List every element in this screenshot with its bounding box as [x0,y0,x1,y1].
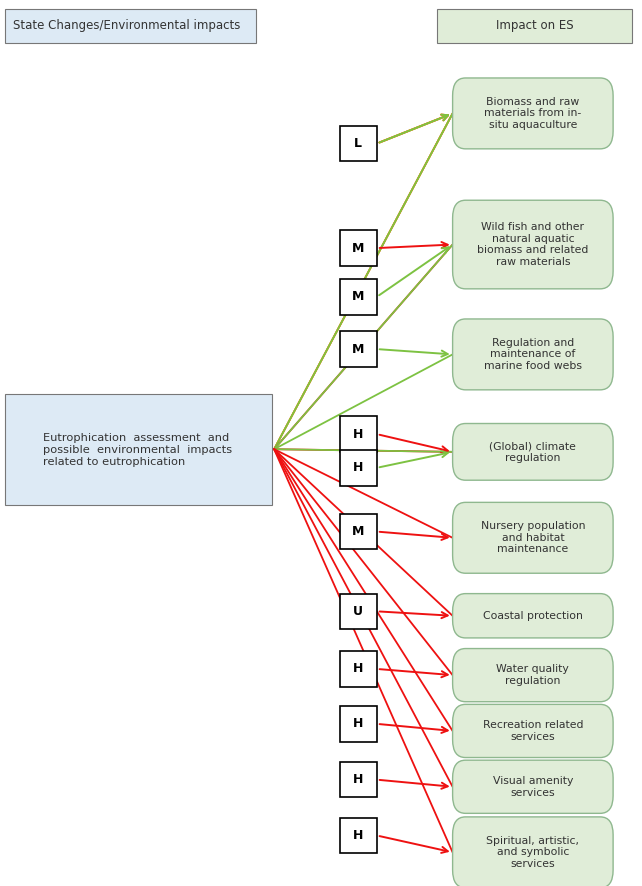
FancyBboxPatch shape [453,200,613,289]
FancyBboxPatch shape [453,649,613,702]
FancyBboxPatch shape [5,9,256,43]
FancyBboxPatch shape [453,424,613,480]
Text: Spiritual, artistic,
and symbolic
services: Spiritual, artistic, and symbolic servic… [487,835,579,869]
Text: M: M [352,291,365,303]
Text: Wild fish and other
natural aquatic
biomass and related
raw materials: Wild fish and other natural aquatic biom… [477,222,589,267]
FancyBboxPatch shape [453,704,613,758]
FancyBboxPatch shape [453,502,613,573]
Text: Regulation and
maintenance of
marine food webs: Regulation and maintenance of marine foo… [484,338,582,371]
Text: Water quality
regulation: Water quality regulation [496,664,569,686]
Text: Recreation related
services: Recreation related services [483,720,583,742]
Text: Visual amenity
services: Visual amenity services [492,776,573,797]
Text: M: M [352,525,365,538]
Text: H: H [353,829,363,842]
Text: (Global) climate
regulation: (Global) climate regulation [489,441,577,462]
Text: Impact on ES: Impact on ES [496,19,573,32]
FancyBboxPatch shape [340,514,377,549]
Text: Nursery population
and habitat
maintenance: Nursery population and habitat maintenan… [481,521,585,555]
FancyBboxPatch shape [453,760,613,813]
Text: U: U [353,605,363,618]
FancyBboxPatch shape [340,331,377,367]
FancyBboxPatch shape [340,450,377,486]
Text: H: H [353,663,363,675]
FancyBboxPatch shape [453,78,613,149]
FancyBboxPatch shape [340,594,377,629]
Text: H: H [353,773,363,786]
FancyBboxPatch shape [340,651,377,687]
FancyBboxPatch shape [340,230,377,266]
FancyBboxPatch shape [340,126,377,161]
FancyBboxPatch shape [5,394,272,505]
FancyBboxPatch shape [340,706,377,742]
Text: Coastal protection: Coastal protection [483,610,583,621]
Text: H: H [353,718,363,730]
FancyBboxPatch shape [340,762,377,797]
FancyBboxPatch shape [437,9,632,43]
FancyBboxPatch shape [453,817,613,886]
Text: L: L [354,137,362,150]
FancyBboxPatch shape [453,319,613,390]
FancyBboxPatch shape [340,416,377,452]
Text: H: H [353,428,363,440]
Text: H: H [353,462,363,474]
Text: M: M [352,343,365,355]
FancyBboxPatch shape [453,594,613,638]
Text: Eutrophication  assessment  and
possible  environmental  impacts
related to eutr: Eutrophication assessment and possible e… [44,433,232,467]
Text: M: M [352,242,365,254]
Text: Biomass and raw
materials from in-
situ aquaculture: Biomass and raw materials from in- situ … [484,97,582,130]
FancyBboxPatch shape [340,279,377,315]
FancyBboxPatch shape [340,818,377,853]
Text: State Changes/Environmental impacts: State Changes/Environmental impacts [13,19,240,32]
